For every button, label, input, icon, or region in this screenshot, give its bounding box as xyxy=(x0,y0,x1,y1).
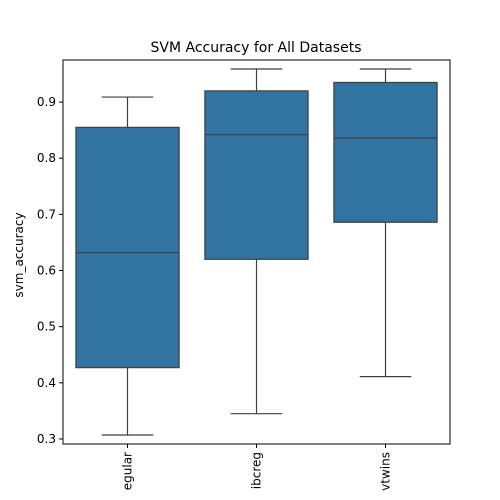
x-tick-label: egular xyxy=(121,452,135,490)
y-tick-label: 0.8 xyxy=(37,151,56,165)
y-tick-label: 0.4 xyxy=(37,376,56,390)
y-tick-label: 0.6 xyxy=(37,264,56,278)
chart-title: SVM Accuracy for All Datasets xyxy=(151,40,362,56)
box-ibcreg xyxy=(204,90,309,260)
x-tick-label: ibcreg xyxy=(250,452,264,489)
y-tick-label: 0.3 xyxy=(37,432,56,446)
plot-area xyxy=(75,68,438,436)
y-tick-label: 0.7 xyxy=(37,207,56,221)
box-regular xyxy=(75,126,180,369)
box-twins xyxy=(333,81,438,223)
x-tick-label: vtwins xyxy=(379,452,393,491)
y-tick-label: 0.5 xyxy=(37,320,56,334)
y-tick-label: 0.9 xyxy=(37,95,56,109)
y-axis-label: svm_accuracy xyxy=(12,212,26,297)
